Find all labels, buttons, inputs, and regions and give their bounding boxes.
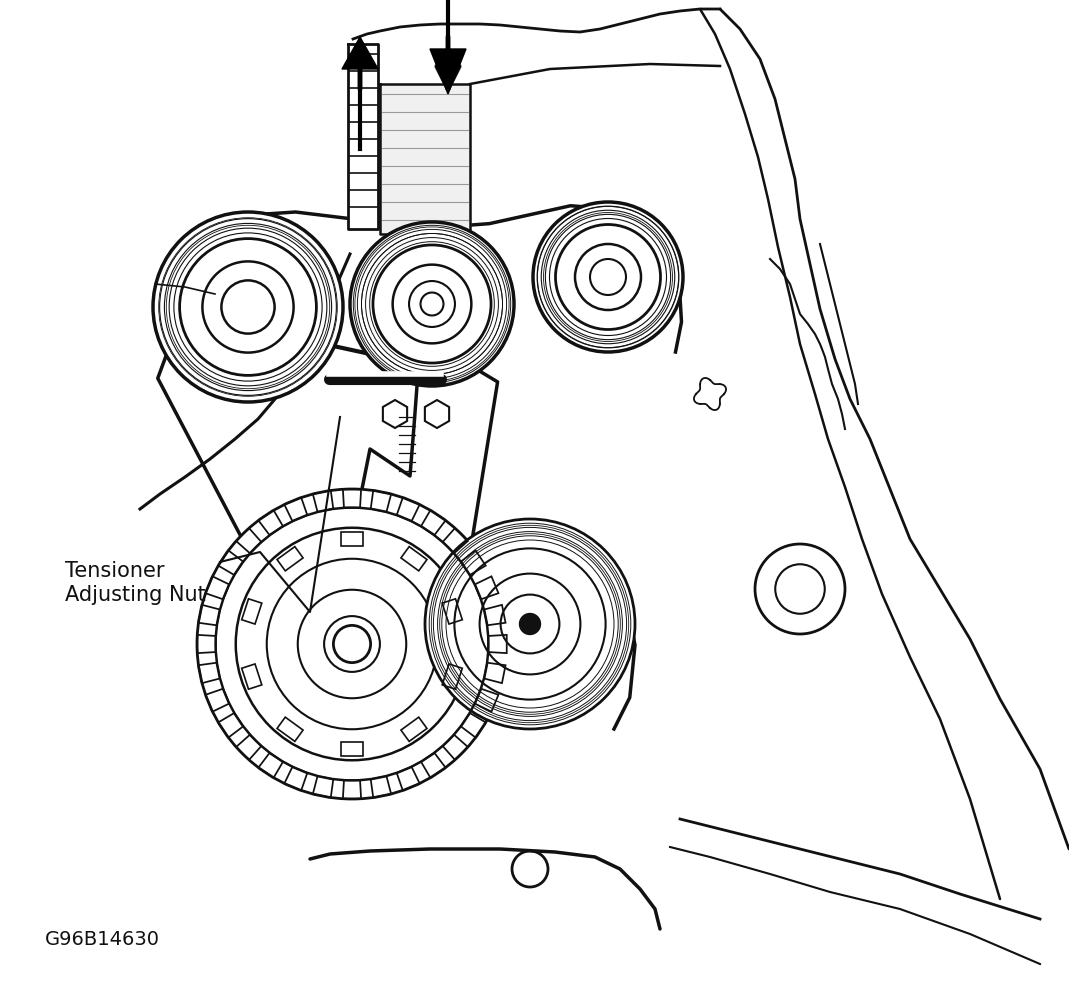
- Circle shape: [153, 213, 343, 402]
- Text: Tensioner
Adjusting Nut: Tensioner Adjusting Nut: [65, 561, 205, 604]
- Circle shape: [755, 545, 845, 634]
- Bar: [341, 532, 363, 546]
- Bar: [443, 599, 462, 625]
- Circle shape: [334, 626, 371, 663]
- Bar: [341, 742, 363, 756]
- Bar: [277, 547, 303, 572]
- Bar: [277, 717, 303, 741]
- Bar: [401, 717, 427, 741]
- Circle shape: [520, 614, 541, 635]
- Bar: [443, 664, 462, 689]
- Bar: [242, 599, 262, 625]
- Circle shape: [425, 520, 635, 729]
- Polygon shape: [430, 50, 466, 95]
- Circle shape: [533, 203, 683, 353]
- Circle shape: [350, 223, 514, 386]
- Polygon shape: [342, 38, 378, 70]
- Polygon shape: [383, 400, 407, 428]
- Bar: [242, 664, 262, 689]
- Circle shape: [197, 489, 507, 799]
- Polygon shape: [379, 85, 470, 235]
- Polygon shape: [348, 45, 378, 230]
- Text: G96B14630: G96B14630: [45, 930, 160, 949]
- Bar: [401, 547, 427, 572]
- Polygon shape: [424, 400, 449, 428]
